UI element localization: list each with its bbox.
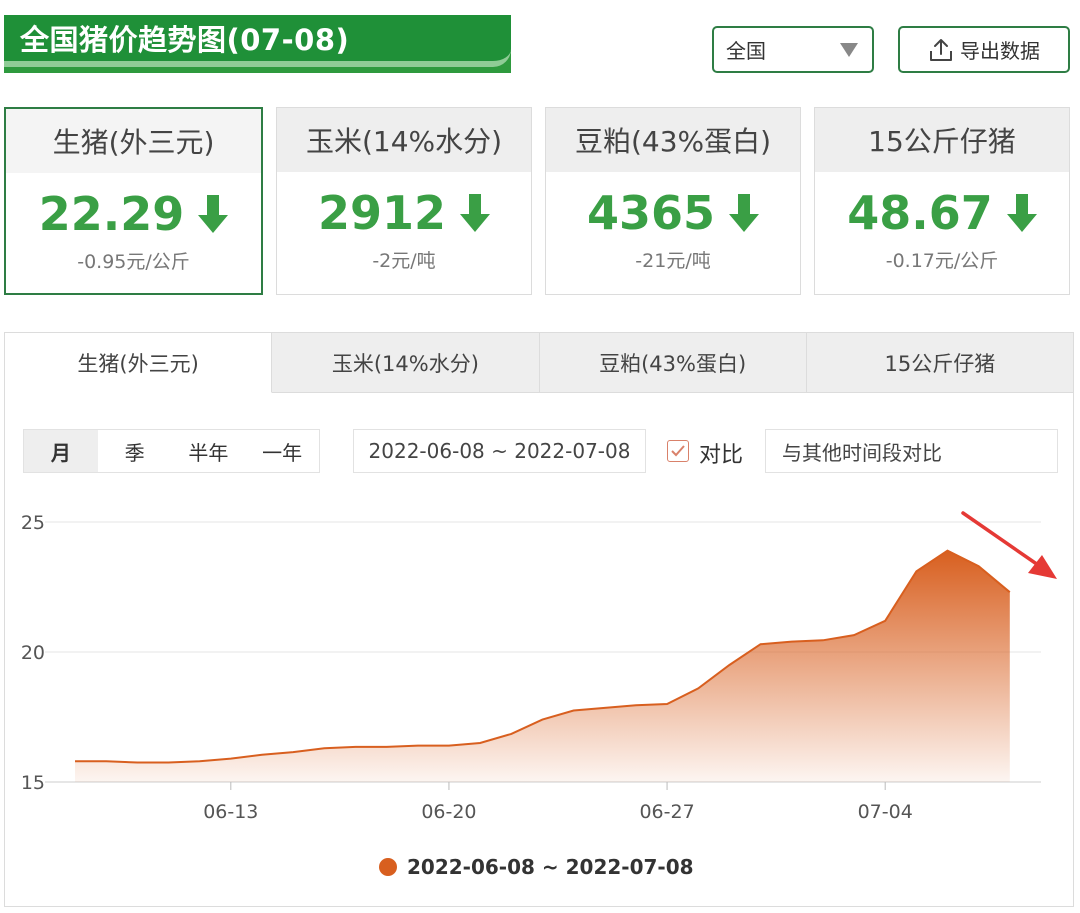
y-tick-label: 20 xyxy=(21,642,45,664)
x-tick-label: 06-27 xyxy=(639,801,694,823)
commodity-tabs: 生猪(外三元) 玉米(14%水分) 豆粕(43%蛋白) 15公斤仔猪 xyxy=(5,333,1073,393)
y-axis: 15 20 25 xyxy=(21,512,45,794)
price-trend-chart: 15 20 25 06-13 06-20 06-27 07-04 xyxy=(21,511,1057,823)
card-title: 15公斤仔猪 xyxy=(815,108,1069,172)
card-soybean-meal[interactable]: 豆粕(43%蛋白) 4365 -21元/吨 xyxy=(545,107,801,295)
compare-label: 对比 xyxy=(699,443,744,468)
chart-series xyxy=(75,549,1011,782)
upload-icon xyxy=(930,38,952,61)
compare-period-input[interactable]: 与其他时间段对比 xyxy=(765,429,1058,473)
chevron-down-icon xyxy=(840,42,858,57)
y-tick-label: 25 xyxy=(21,512,45,534)
checkmark-icon xyxy=(671,445,685,457)
card-title: 玉米(14%水分) xyxy=(277,108,531,172)
export-data-label: 导出数据 xyxy=(960,39,1040,63)
annotation-arrow-shaft xyxy=(961,511,1043,569)
title-banner: 全国猪价趋势图(07-08) xyxy=(4,15,511,73)
card-piglet[interactable]: 15公斤仔猪 48.67 -0.17元/公斤 xyxy=(814,107,1070,295)
tab-live-pig[interactable]: 生猪(外三元) xyxy=(5,333,273,393)
card-value: 48.67 xyxy=(847,186,993,240)
y-tick-label: 15 xyxy=(21,772,45,794)
arrow-down-icon xyxy=(198,195,229,233)
x-tick-label: 06-13 xyxy=(203,801,258,823)
x-tick-label: 06-20 xyxy=(421,801,476,823)
period-year[interactable]: 一年 xyxy=(262,440,303,465)
card-corn[interactable]: 玉米(14%水分) 2912 -2元/吨 xyxy=(276,107,532,295)
legend-dot xyxy=(379,858,397,876)
region-select-value: 全国 xyxy=(726,39,766,63)
period-selector: 月 季 半年 一年 xyxy=(23,429,320,473)
arrow-down-icon xyxy=(729,194,760,232)
card-value: 4365 xyxy=(586,186,716,240)
card-value-row: 4365 xyxy=(546,186,800,240)
card-value-row: 48.67 xyxy=(815,186,1069,240)
tab-soybean-meal[interactable]: 豆粕(43%蛋白) xyxy=(539,333,807,393)
card-change: -21元/吨 xyxy=(635,250,711,272)
series-line xyxy=(75,549,1011,764)
card-value: 2912 xyxy=(317,186,447,240)
chart-panel: 生猪(外三元) 玉米(14%水分) 豆粕(43%蛋白) 15公斤仔猪 月 季 半… xyxy=(4,332,1074,907)
tab-piglet[interactable]: 15公斤仔猪 xyxy=(806,333,1073,393)
card-title: 生猪(外三元) xyxy=(6,109,261,173)
period-quarter[interactable]: 季 xyxy=(124,440,145,465)
period-half-year[interactable]: 半年 xyxy=(188,440,229,465)
tab-corn[interactable]: 玉米(14%水分) xyxy=(272,333,540,393)
legend-label: 2022-06-08 ~ 2022-07-08 xyxy=(407,855,694,879)
card-title: 豆粕(43%蛋白) xyxy=(546,108,800,172)
arrow-down-icon xyxy=(460,194,491,232)
export-data-button[interactable]: 导出数据 xyxy=(898,26,1070,73)
card-value: 22.29 xyxy=(38,187,185,241)
title-banner-inner: 全国猪价趋势图(07-08) xyxy=(4,15,511,67)
chart-legend[interactable]: 2022-06-08 ~ 2022-07-08 xyxy=(379,855,694,879)
card-change: -0.95元/公斤 xyxy=(77,251,190,273)
card-live-pig[interactable]: 生猪(外三元) 22.29 -0.95元/公斤 xyxy=(4,107,263,295)
x-axis: 06-13 06-20 06-27 07-04 xyxy=(203,782,913,823)
compare-checkbox[interactable] xyxy=(667,440,689,462)
date-range-input[interactable]: 2022-06-08 ~ 2022-07-08 xyxy=(353,429,646,473)
card-change: -0.17元/公斤 xyxy=(885,250,999,272)
arrow-down-icon xyxy=(1006,194,1037,232)
period-month[interactable]: 月 xyxy=(24,430,98,472)
card-value-row: 22.29 xyxy=(6,187,261,241)
chart-annotation xyxy=(961,511,1057,579)
page-title: 全国猪价趋势图(07-08) xyxy=(20,23,350,57)
card-change: -2元/吨 xyxy=(372,250,436,272)
series-area xyxy=(75,550,1010,782)
x-tick-label: 07-04 xyxy=(858,801,913,823)
card-value-row: 2912 xyxy=(277,186,531,240)
region-select[interactable]: 全国 xyxy=(712,26,874,73)
annotation-arrow-head xyxy=(1028,555,1057,579)
